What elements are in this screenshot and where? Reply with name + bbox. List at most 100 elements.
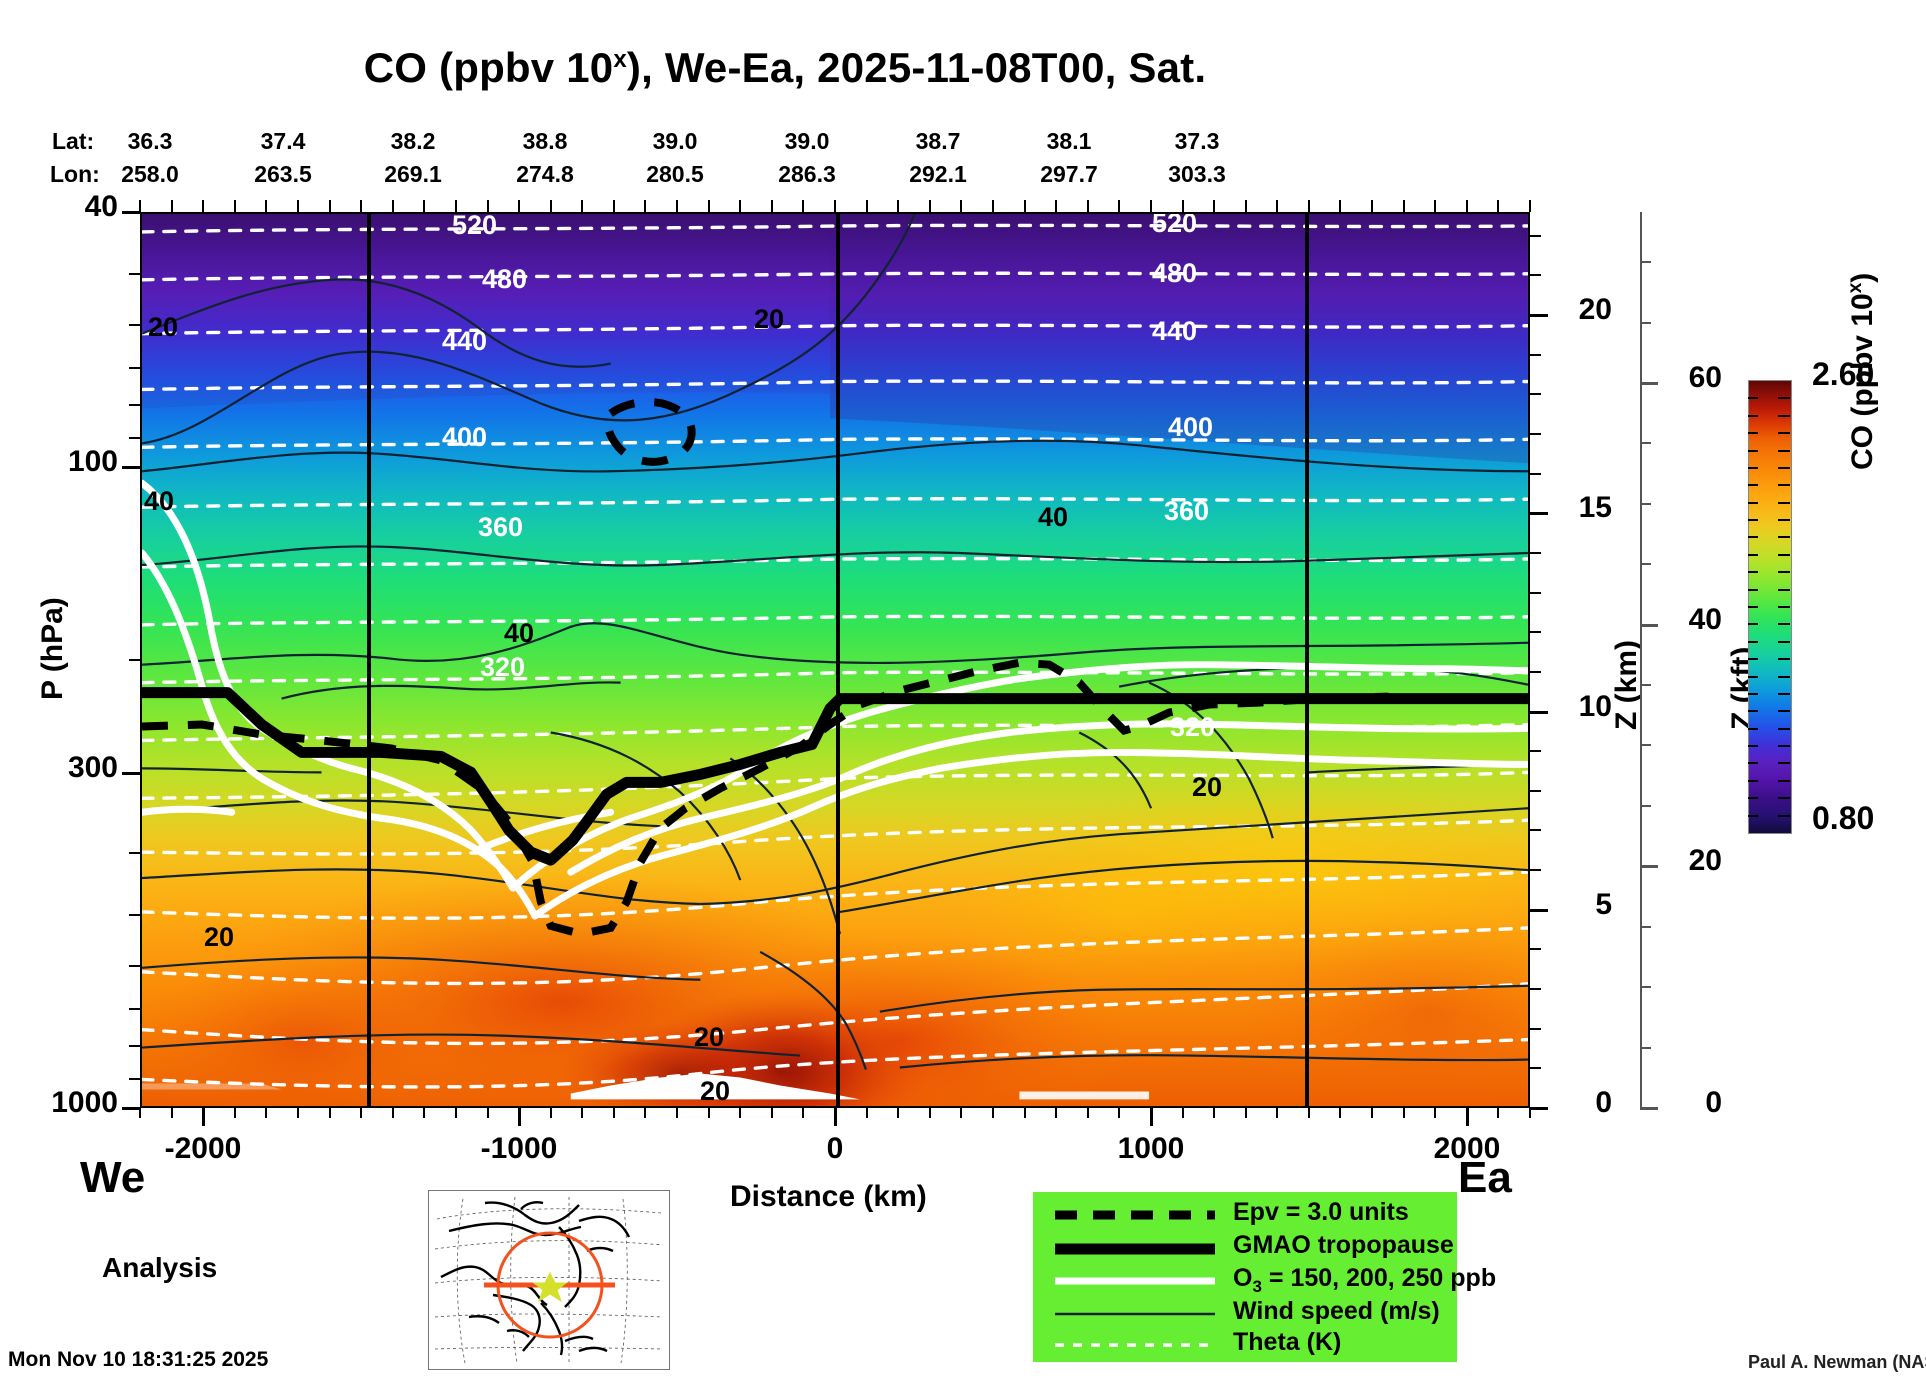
axis-tick bbox=[1308, 200, 1310, 212]
axis-tick bbox=[1024, 200, 1026, 212]
axis-tick bbox=[1530, 829, 1541, 831]
theta-label-360-right: 360 bbox=[1164, 496, 1210, 526]
axis-tick bbox=[1530, 790, 1541, 792]
axis-tick bbox=[1530, 1067, 1541, 1069]
y-tick-label-zkm-0: 0 bbox=[1595, 1086, 1612, 1119]
axis-tick bbox=[1213, 200, 1215, 212]
axis-tick bbox=[202, 1108, 205, 1126]
axis-tick bbox=[992, 1108, 994, 1118]
axis-tick bbox=[129, 914, 140, 916]
theta-label-360-left: 360 bbox=[478, 512, 524, 542]
colorbar-tick-left bbox=[1748, 519, 1758, 521]
colorbar-tick-right bbox=[1778, 623, 1790, 625]
axis-tick bbox=[1213, 1108, 1215, 1118]
theta-label-520-right: 520 bbox=[1152, 212, 1198, 238]
colorbar-tick-left bbox=[1748, 536, 1758, 538]
axis-tick bbox=[265, 200, 267, 212]
axis-tick bbox=[423, 200, 425, 212]
legend-swatch-theta-dotted bbox=[1055, 1343, 1215, 1347]
axis-tick bbox=[613, 200, 615, 212]
colorbar-tick-left bbox=[1748, 397, 1758, 399]
axis-tick bbox=[581, 1108, 583, 1118]
colorbar-min-value: 0.80 bbox=[1812, 800, 1875, 836]
colorbar-tick-left bbox=[1748, 415, 1758, 417]
theta-label-440-right: 440 bbox=[1152, 316, 1198, 346]
axis-tick bbox=[550, 200, 552, 212]
y-tick-label-zkft-0: 0 bbox=[1705, 1086, 1722, 1119]
axis-tick bbox=[487, 200, 489, 212]
axis-tick bbox=[129, 1008, 140, 1010]
lat-value-1: 37.4 bbox=[260, 128, 306, 154]
axis-tick bbox=[1434, 1108, 1436, 1118]
axis-tick bbox=[834, 200, 836, 212]
lon-value-3: 274.8 bbox=[516, 161, 574, 187]
colorbar-tick-right bbox=[1778, 641, 1790, 643]
axis-tick bbox=[644, 1108, 646, 1118]
axis-tick bbox=[1245, 200, 1247, 212]
axis-tick bbox=[960, 1108, 962, 1118]
colorbar-tick-left bbox=[1748, 780, 1758, 782]
axis-tick bbox=[1530, 393, 1541, 395]
legend-swatch-tropopause-solid bbox=[1055, 1243, 1215, 1255]
page-title: CO (ppbv 10x), We-Ea, 2025-11-08T00, Sat… bbox=[0, 44, 1570, 92]
axis-tick bbox=[1118, 1108, 1120, 1118]
axis-tick bbox=[122, 211, 140, 214]
axis-tick bbox=[897, 200, 899, 212]
axis-tick bbox=[297, 1108, 299, 1118]
legend-item-ozone: O3 = 150, 200, 250 ppb bbox=[1033, 1264, 1496, 1296]
location-inset-map[interactable] bbox=[428, 1190, 670, 1370]
axis-tick bbox=[171, 200, 173, 212]
vertical-ref-line-center bbox=[836, 214, 840, 1106]
colorbar-tick-right bbox=[1778, 815, 1790, 817]
axis-tick bbox=[129, 1045, 140, 1047]
axis-tick bbox=[129, 404, 140, 406]
axis-tick bbox=[1530, 473, 1541, 475]
axis-tick bbox=[929, 1108, 931, 1118]
colorbar-title: CO (ppbv 10x) bbox=[1845, 272, 1879, 470]
axis-tick bbox=[866, 200, 868, 212]
colorbar-tick-left bbox=[1748, 658, 1758, 660]
cross-section-plot[interactable]: 520 520 480 480 440 440 400 400 360 360 … bbox=[140, 212, 1530, 1108]
axis-tick bbox=[1530, 235, 1541, 237]
generation-timestamp: Mon Nov 10 18:31:25 2025 bbox=[8, 1348, 269, 1371]
axis-tick bbox=[1182, 200, 1184, 212]
lat-value-4: 39.0 bbox=[652, 128, 698, 154]
axis-tick bbox=[929, 200, 931, 212]
axis-tick bbox=[455, 200, 457, 212]
axis-tick bbox=[129, 852, 140, 854]
axis-tick bbox=[1497, 1108, 1499, 1118]
axis-tick bbox=[676, 1108, 678, 1118]
axis-tick bbox=[1640, 503, 1651, 505]
colorbar-tick-right bbox=[1778, 693, 1790, 695]
wind-label-20-c: 20 bbox=[204, 922, 235, 952]
lat-value-0: 36.3 bbox=[127, 128, 173, 154]
lon-value-5: 286.3 bbox=[778, 161, 836, 187]
axis-tick bbox=[1530, 948, 1541, 950]
axis-tick bbox=[392, 200, 394, 212]
z-kft-axis-spine bbox=[1640, 212, 1642, 1108]
axis-tick bbox=[1403, 200, 1405, 212]
lon-value-2: 269.1 bbox=[384, 161, 442, 187]
colorbar-tick-left bbox=[1748, 797, 1758, 799]
axis-tick bbox=[676, 200, 678, 212]
x-tick-label--1000: -1000 bbox=[480, 1132, 558, 1165]
lat-row-label: Lat: bbox=[52, 128, 95, 154]
y-tick-label-zkft-40: 40 bbox=[1688, 603, 1722, 636]
axis-tick bbox=[122, 772, 140, 775]
axis-tick bbox=[202, 200, 204, 212]
axis-tick bbox=[129, 273, 140, 275]
axis-tick bbox=[122, 466, 140, 469]
legend-label-theta: Theta (K) bbox=[1233, 1328, 1342, 1356]
axis-tick bbox=[1466, 200, 1468, 212]
axis-tick bbox=[613, 1108, 615, 1118]
wind-label-20-b: 20 bbox=[754, 304, 785, 334]
axis-tick bbox=[708, 200, 710, 212]
colorbar-tick-right bbox=[1778, 589, 1790, 591]
wind-label-20-a: 20 bbox=[148, 312, 179, 342]
axis-tick bbox=[1055, 200, 1057, 212]
colorbar-tick-right bbox=[1778, 676, 1790, 678]
axis-tick bbox=[487, 1108, 489, 1118]
lon-row-label: Lon: bbox=[50, 161, 100, 187]
lon-value-6: 292.1 bbox=[909, 161, 967, 187]
axis-tick bbox=[1640, 382, 1658, 385]
